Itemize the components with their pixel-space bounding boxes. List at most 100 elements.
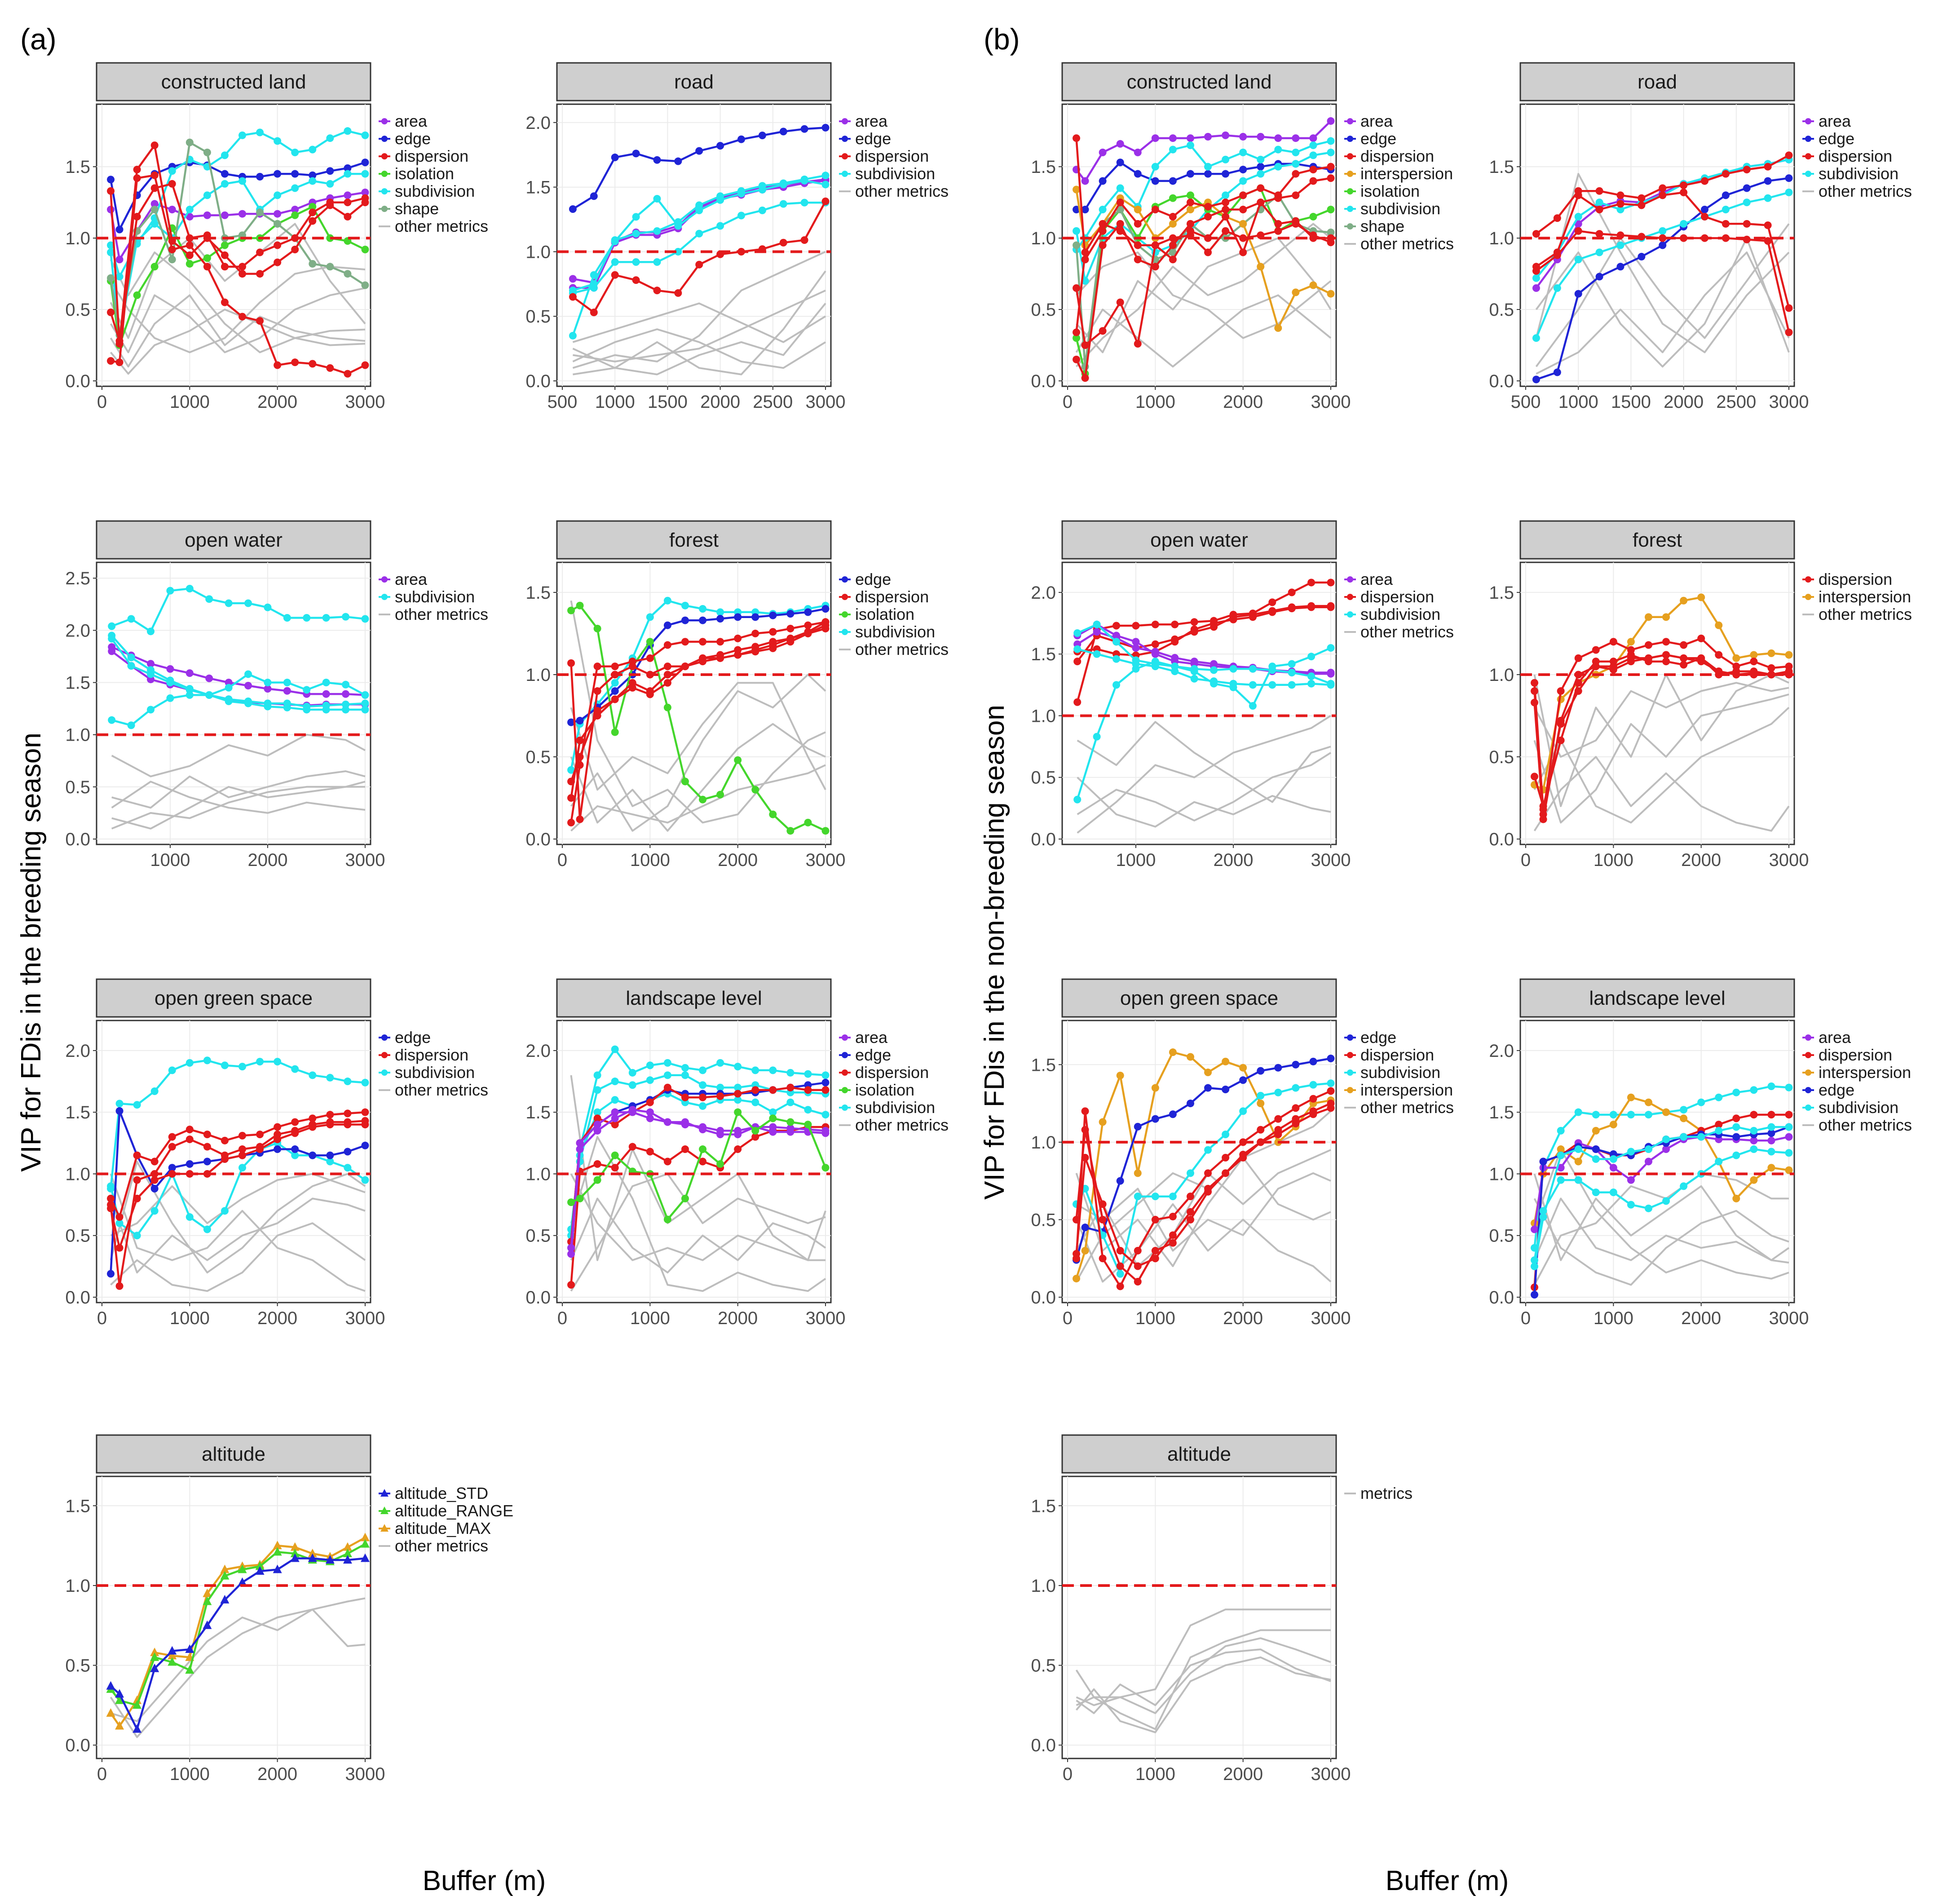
data-point	[1274, 163, 1282, 171]
data-point	[238, 1131, 247, 1140]
data-point	[1680, 1182, 1688, 1190]
legend-label: dispersion	[855, 588, 929, 606]
series-area	[107, 188, 369, 264]
data-point	[1169, 1239, 1177, 1247]
data-point	[1257, 263, 1265, 271]
x-tick-label: 0	[1521, 1308, 1531, 1328]
series-line	[110, 1608, 366, 1722]
data-point	[1099, 177, 1107, 185]
data-point	[309, 217, 317, 225]
data-point	[342, 706, 350, 714]
data-point	[1151, 1193, 1159, 1201]
data-point	[1169, 256, 1177, 264]
series-line	[572, 302, 826, 343]
data-point	[220, 1564, 230, 1573]
data-point	[1186, 1053, 1194, 1061]
data-point	[168, 180, 176, 188]
data-point	[325, 1555, 335, 1564]
series-line	[110, 309, 366, 375]
data-point	[203, 1056, 211, 1065]
data-point	[1073, 355, 1081, 363]
data-point	[361, 194, 369, 202]
x-tick-label: 1000	[1594, 850, 1633, 870]
data-point	[821, 197, 830, 205]
data-point	[1239, 1064, 1247, 1072]
data-point	[1222, 1153, 1230, 1162]
data-point	[1116, 1071, 1124, 1079]
data-point	[1680, 654, 1688, 662]
data-point	[576, 736, 584, 744]
legend-label: subdivision	[855, 1098, 935, 1117]
data-point	[326, 199, 334, 207]
data-point	[1680, 1133, 1688, 1141]
data-point	[1638, 252, 1646, 261]
data-point	[1134, 1277, 1142, 1286]
data-point	[203, 1588, 212, 1597]
legend-label: isolation	[855, 1081, 914, 1099]
data-point	[225, 679, 233, 687]
series-other	[572, 328, 826, 369]
series-other	[110, 251, 366, 353]
legend-key-marker	[381, 188, 388, 194]
series-other	[111, 770, 366, 809]
data-point	[681, 1064, 689, 1072]
data-point	[1257, 1126, 1265, 1134]
data-point	[133, 1101, 141, 1109]
facet-strip	[1519, 978, 1795, 1018]
data-point	[1627, 1148, 1635, 1156]
series-dispersion	[107, 180, 369, 345]
data-point	[1609, 666, 1617, 674]
data-point	[1132, 665, 1140, 673]
series-line	[1533, 693, 1789, 824]
series-line	[1535, 223, 1790, 367]
data-point	[646, 613, 654, 621]
y-tick-label: 0.5	[1489, 747, 1514, 767]
data-point	[1116, 140, 1124, 148]
data-point	[663, 1118, 671, 1126]
y-tick-label: 2.5	[65, 569, 90, 588]
data-point	[593, 624, 601, 632]
data-point	[1743, 166, 1751, 174]
y-tick-label: 0.5	[525, 307, 551, 327]
data-point	[611, 695, 619, 703]
data-point	[663, 703, 671, 711]
legend-label: area	[395, 112, 428, 130]
data-point	[221, 1207, 229, 1215]
data-point	[821, 1078, 830, 1087]
data-point	[695, 201, 703, 209]
data-point	[1112, 655, 1121, 663]
data-point	[185, 1665, 194, 1674]
data-point	[256, 317, 264, 325]
data-point	[769, 1086, 777, 1094]
data-point	[1662, 658, 1670, 666]
y-tick-label: 0.0	[65, 830, 90, 849]
series-line	[1075, 1051, 1331, 1279]
data-point	[361, 1078, 369, 1087]
series-dispersion	[567, 1123, 830, 1289]
data-point	[1697, 1133, 1705, 1141]
data-point	[1169, 1048, 1177, 1056]
data-point	[779, 239, 787, 247]
data-point	[1574, 227, 1582, 235]
y-tick-label: 1.0	[1031, 706, 1056, 726]
data-point	[1309, 151, 1317, 159]
data-point	[1190, 625, 1198, 633]
y-tick-label: 0.5	[1031, 1656, 1056, 1676]
data-point	[567, 1281, 575, 1289]
x-tick-label: 2000	[718, 1308, 758, 1328]
data-point	[1309, 1057, 1317, 1065]
legend-label: interspersion	[1819, 588, 1911, 606]
facet-title: open water	[1150, 529, 1248, 551]
data-point	[1750, 658, 1758, 666]
data-point	[1764, 237, 1772, 245]
series-area	[567, 1108, 830, 1252]
data-point	[646, 1108, 654, 1116]
legend-key-marker	[1347, 136, 1353, 142]
facet-strip	[1061, 978, 1337, 1018]
data-point	[699, 1102, 707, 1110]
x-tick-label: 1000	[170, 1308, 210, 1328]
data-point	[1595, 273, 1603, 281]
y-tick-label: 2.0	[1031, 583, 1056, 603]
y-tick-label: 0.0	[1031, 371, 1056, 391]
